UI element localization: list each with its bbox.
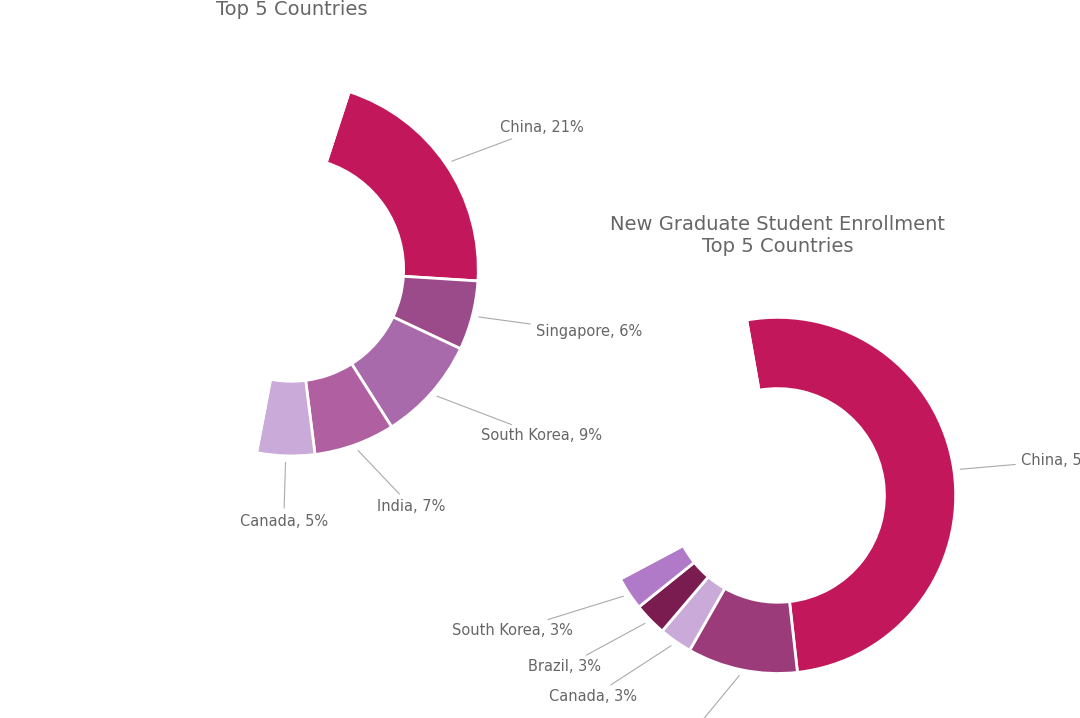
Text: India, 10%: India, 10% <box>650 676 740 718</box>
Wedge shape <box>105 83 349 452</box>
Text: Singapore, 6%: Singapore, 6% <box>478 317 642 340</box>
Wedge shape <box>599 320 759 579</box>
Wedge shape <box>352 317 460 427</box>
Wedge shape <box>257 379 315 456</box>
Wedge shape <box>690 588 797 673</box>
Wedge shape <box>393 276 478 349</box>
Text: South Korea, 3%: South Korea, 3% <box>451 596 623 638</box>
Wedge shape <box>306 364 392 454</box>
Title: New Graduate Student Enrollment
Top 5 Countries: New Graduate Student Enrollment Top 5 Co… <box>610 215 945 256</box>
Text: China, 51%: China, 51% <box>960 453 1080 470</box>
Text: South Korea, 9%: South Korea, 9% <box>437 396 602 444</box>
Wedge shape <box>746 317 956 672</box>
Wedge shape <box>620 546 694 607</box>
Title: New Undergraduate Student Enrollment
Top 5 Countries: New Undergraduate Student Enrollment Top… <box>96 0 487 19</box>
Text: Brazil, 3%: Brazil, 3% <box>528 623 645 674</box>
Text: India, 7%: India, 7% <box>357 450 445 514</box>
Wedge shape <box>326 92 478 281</box>
Wedge shape <box>662 577 725 651</box>
Text: Canada, 5%: Canada, 5% <box>240 462 327 528</box>
Text: Canada, 3%: Canada, 3% <box>549 645 671 704</box>
Text: China, 21%: China, 21% <box>451 120 584 162</box>
Wedge shape <box>639 562 708 631</box>
